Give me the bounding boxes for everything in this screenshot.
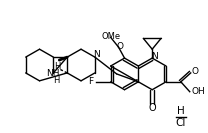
Text: Cl: Cl: [176, 118, 186, 128]
Text: NH: NH: [46, 69, 59, 78]
Text: H: H: [54, 63, 60, 72]
Text: N: N: [151, 52, 157, 61]
Text: F: F: [88, 77, 93, 86]
Text: H: H: [177, 106, 185, 117]
Text: O: O: [116, 42, 123, 51]
Text: OMe: OMe: [101, 32, 120, 41]
Text: O: O: [148, 103, 156, 113]
Text: OH: OH: [192, 87, 206, 96]
Text: N: N: [93, 50, 100, 59]
Text: H: H: [53, 76, 59, 85]
Text: O: O: [192, 67, 199, 76]
